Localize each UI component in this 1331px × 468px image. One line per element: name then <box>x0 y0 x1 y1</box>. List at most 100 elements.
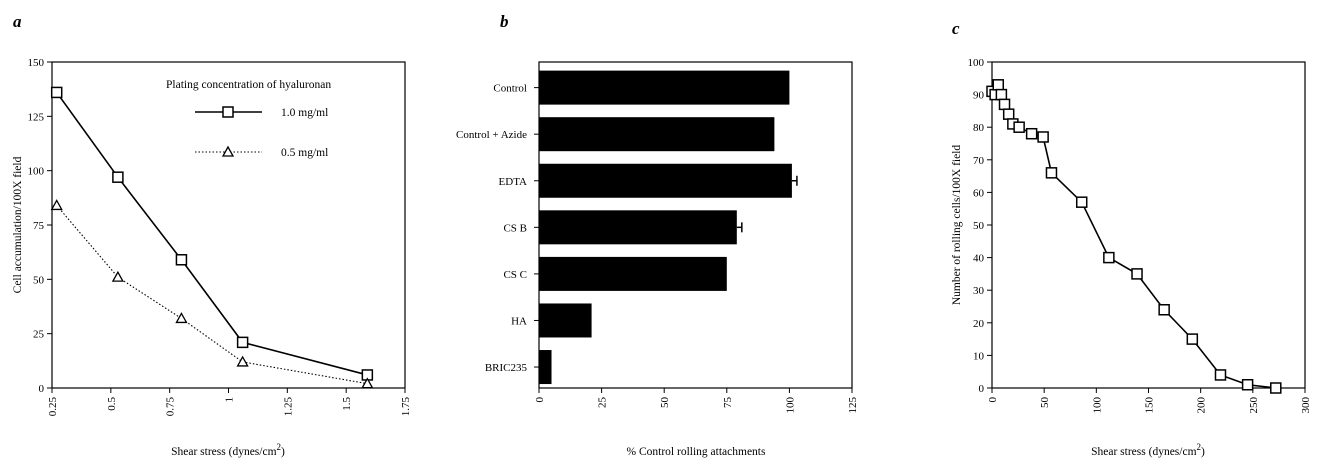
data-point <box>1025 127 1038 140</box>
data-point <box>1186 333 1199 345</box>
data-point <box>236 336 249 349</box>
bar <box>539 210 737 245</box>
x-tick-label: 1.25 <box>282 397 294 417</box>
panel-letter-c: c <box>952 19 960 38</box>
series-line-0 <box>56 91 368 376</box>
bar <box>539 350 552 385</box>
y-tick-label: 40 <box>973 253 985 265</box>
data-point <box>361 377 374 389</box>
y-tick-label: 0 <box>979 383 985 395</box>
legend-label: 1.0 mg/ml <box>281 107 328 119</box>
bar <box>539 117 775 152</box>
x-tick-label: 25 <box>597 397 609 409</box>
x-tick-label: 250 <box>1248 397 1260 414</box>
bar <box>539 70 790 105</box>
chart-panel-a: 0.25 0.5 0.75 1 1.25 1.5 1.75 0 25 50 75 100 125 150… <box>12 57 412 458</box>
y-tick-label: 60 <box>973 187 985 199</box>
panel-b-x-axis-label: % Control rolling attachments <box>627 446 766 458</box>
category-label: Control <box>493 83 527 95</box>
panel-b-x-ticks: 0 25 50 75 100 125 <box>534 388 859 414</box>
x-tick-label: 0.25 <box>47 397 59 417</box>
data-point <box>1158 304 1170 316</box>
x-tick-label: 1.5 <box>341 397 353 411</box>
category-label: BRIC235 <box>485 362 528 374</box>
y-tick-label: 80 <box>973 122 985 134</box>
x-tick-label: 0 <box>534 397 546 403</box>
category-label: CS C <box>503 269 527 281</box>
panel-a-legend: 1.0 mg/ml 0.5 mg/ml <box>195 106 328 159</box>
x-tick-label: 75 <box>722 397 734 409</box>
data-point <box>1241 378 1254 391</box>
panel-a-x-ticks: 0.25 0.5 0.75 1 1.25 1.5 1.75 <box>47 388 412 416</box>
data-point <box>1214 369 1227 381</box>
x-tick-label: 0 <box>987 397 999 403</box>
data-point <box>175 254 188 266</box>
legend-marker <box>222 106 234 118</box>
y-tick-label: 150 <box>28 57 45 69</box>
series-line-1 <box>56 205 368 385</box>
data-point <box>992 79 1005 91</box>
x-tick-label: 0.75 <box>165 397 177 417</box>
data-point <box>1131 268 1143 280</box>
y-tick-label: 125 <box>28 111 45 123</box>
y-tick-label: 10 <box>973 350 985 362</box>
panel-a-x-axis-label: Shear stress (dynes/cm2) <box>171 442 285 458</box>
panel-a-y-axis-label: Cell accumulation/100X field <box>12 156 24 293</box>
y-tick-label: 50 <box>33 274 45 286</box>
y-tick-label: 70 <box>973 155 985 167</box>
panel-a-series <box>50 86 374 389</box>
data-point <box>1013 121 1025 133</box>
x-tick-label: 150 <box>1144 397 1156 414</box>
x-tick-label: 300 <box>1300 397 1312 414</box>
panel-b-bars <box>539 70 798 385</box>
data-point <box>111 270 124 282</box>
x-tick-label: 1.75 <box>400 397 412 417</box>
y-tick-label: 30 <box>973 285 985 297</box>
data-point <box>1103 251 1115 264</box>
panel-letter-a: a <box>13 12 22 31</box>
category-label: Control + Azide <box>456 129 527 141</box>
panel-a-y-ticks: 0 25 50 75 100 125 150 <box>28 57 52 395</box>
chart-panel-c: 0 50 100 150 200 250 300 0 10 20 30 40 50 60 70 80 90 10… <box>951 57 1312 458</box>
y-tick-label: 75 <box>33 220 45 232</box>
panel-a-legend-title: Plating concentration of hyaluronan <box>166 79 331 91</box>
panel-c-x-axis-label: Shear stress (dynes/cm2) <box>1091 442 1205 458</box>
data-point <box>50 199 63 211</box>
x-tick-label: 100 <box>1091 397 1103 414</box>
data-point <box>112 171 124 183</box>
data-point <box>1075 196 1088 208</box>
legend-label: 0.5 mg/ml <box>281 147 328 159</box>
category-label: HA <box>511 315 527 327</box>
bar <box>539 303 592 338</box>
panel-c-y-axis-label: Number of rolling cells/100X field <box>951 145 963 306</box>
panel-c-x-ticks: 0 50 100 150 200 250 300 <box>987 388 1312 414</box>
data-point <box>998 98 1011 111</box>
bar <box>539 163 792 198</box>
data-point <box>175 312 188 324</box>
panel-c-y-ticks: 0 10 20 30 40 50 60 70 80 90 100 <box>968 57 992 395</box>
y-tick-label: 50 <box>973 220 985 232</box>
y-tick-label: 90 <box>973 90 985 102</box>
y-tick-label: 100 <box>968 57 985 69</box>
x-tick-label: 200 <box>1196 397 1208 414</box>
legend-marker <box>221 145 235 157</box>
data-point <box>1045 167 1058 179</box>
data-point <box>1037 131 1049 143</box>
x-tick-label: 50 <box>1039 397 1051 409</box>
chart-panel-b: 0 25 50 75 100 125 Control Control + Azide EDTA… <box>456 61 859 458</box>
data-point <box>236 355 249 367</box>
x-tick-label: 125 <box>847 397 859 414</box>
y-tick-label: 0 <box>39 383 45 395</box>
panel-c-frame <box>991 61 1306 389</box>
y-tick-label: 25 <box>33 329 45 341</box>
x-tick-label: 1 <box>224 397 236 403</box>
data-point <box>995 88 1008 101</box>
panel-letter-b: b <box>500 12 509 31</box>
x-tick-label: 100 <box>784 397 796 414</box>
y-tick-label: 20 <box>973 318 985 330</box>
data-point <box>50 86 63 99</box>
x-tick-label: 0.5 <box>106 397 118 411</box>
category-label: CS B <box>503 222 527 234</box>
category-label: EDTA <box>499 176 528 188</box>
